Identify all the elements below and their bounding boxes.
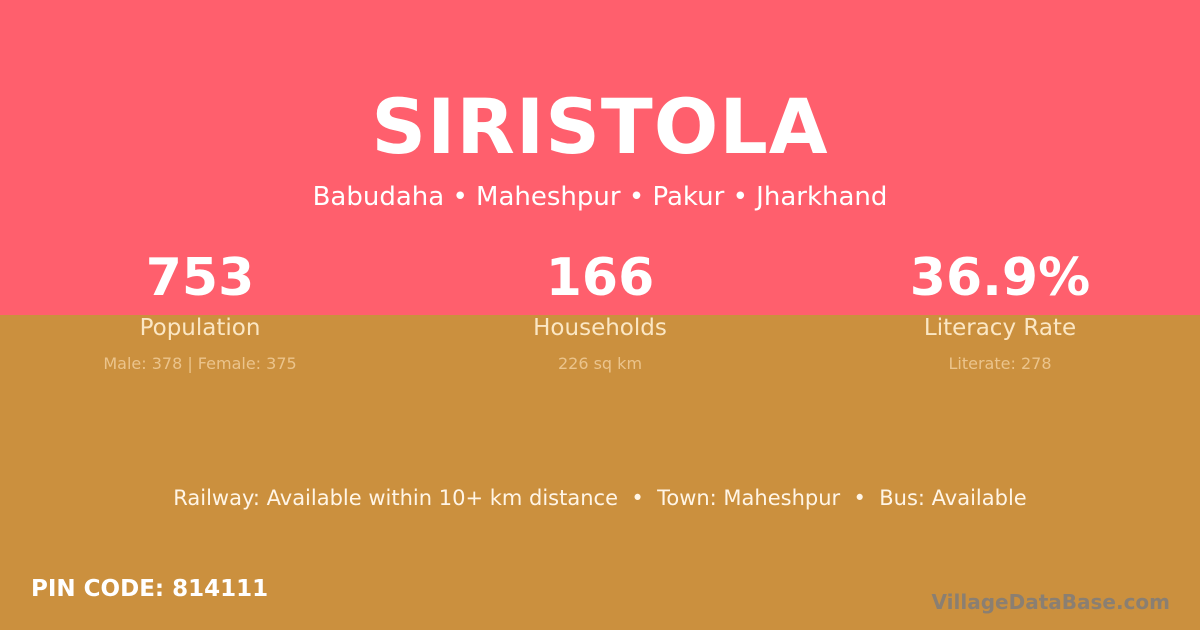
header-band: [0, 0, 1200, 315]
stat-detail: Literate: 278: [948, 354, 1052, 373]
footer-band: [0, 315, 1200, 630]
village-name: SIRISTOLA: [371, 82, 829, 171]
stat-label: Population: [139, 315, 261, 341]
stat-value: 753: [145, 248, 255, 308]
location-breadcrumb: Babudaha • Maheshpur • Pakur • Jharkhand: [312, 182, 888, 212]
stat-detail: Male: 378 | Female: 375: [103, 354, 297, 373]
stat-label: Households: [533, 315, 667, 341]
stat-value: 36.9%: [909, 248, 1091, 308]
pin-code: PIN CODE: 814111: [31, 576, 269, 602]
brand-watermark: VillageDataBase.com: [931, 590, 1170, 614]
access-info: Railway: Available within 10+ km distanc…: [173, 486, 1027, 510]
stat-detail: 226 sq km: [557, 354, 643, 373]
stat-value: 166: [545, 248, 655, 308]
stat-label: Literacy Rate: [923, 315, 1077, 341]
